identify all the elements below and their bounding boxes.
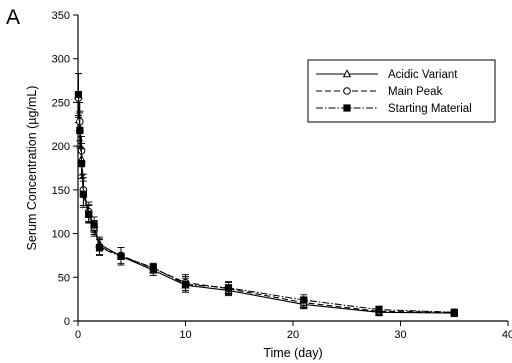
x-axis-title: Time (day) (263, 346, 322, 360)
x-tick-label: 10 (179, 329, 191, 341)
axes: 0 50 100 150 200 250 300 350 0 10 20 30 40 (52, 10, 512, 341)
legend-label: Starting Material (388, 103, 472, 115)
legend-label: Acidic Variant (388, 69, 458, 81)
data-point (375, 306, 383, 314)
data-point (149, 264, 157, 272)
series-starting-material (74, 73, 458, 316)
panel-letter: A (6, 6, 20, 29)
data-point (76, 126, 84, 135)
data-point (79, 190, 87, 198)
y-tick-label: 0 (64, 316, 70, 328)
y-tick-label: 50 (58, 272, 70, 284)
y-axis-title: Serum Concentration (µg/mL) (25, 86, 39, 251)
series-line (77, 94, 455, 313)
data-point (300, 296, 308, 304)
data-point (224, 284, 233, 292)
x-tick-label: 0 (75, 329, 81, 341)
x-tick-label: 40 (502, 329, 512, 341)
series-line (77, 95, 455, 314)
y-tick-label: 300 (52, 54, 70, 66)
data-point (90, 221, 98, 229)
y-tick-label: 250 (52, 97, 70, 109)
data-point (117, 252, 125, 260)
data-point (85, 210, 93, 218)
y-tick-label: 150 (52, 185, 70, 197)
data-point (77, 160, 86, 168)
legend-marker (342, 69, 352, 78)
data-point (181, 280, 190, 288)
legend-label: Main Peak (388, 86, 443, 98)
x-tick-label: 30 (394, 329, 406, 341)
y-tick-label: 100 (52, 229, 70, 241)
y-tick-label: 350 (52, 10, 70, 22)
series-layer (74, 73, 459, 318)
data-point (74, 90, 83, 99)
series-line (77, 98, 455, 313)
legend-marker (343, 104, 351, 112)
x-tick-label: 20 (287, 329, 299, 341)
legend: Acidic Variant Main Peak Starting Material (307, 59, 496, 123)
data-point (450, 308, 458, 316)
y-tick-label: 200 (52, 141, 70, 153)
data-point (95, 243, 104, 252)
legend-marker (343, 87, 351, 95)
